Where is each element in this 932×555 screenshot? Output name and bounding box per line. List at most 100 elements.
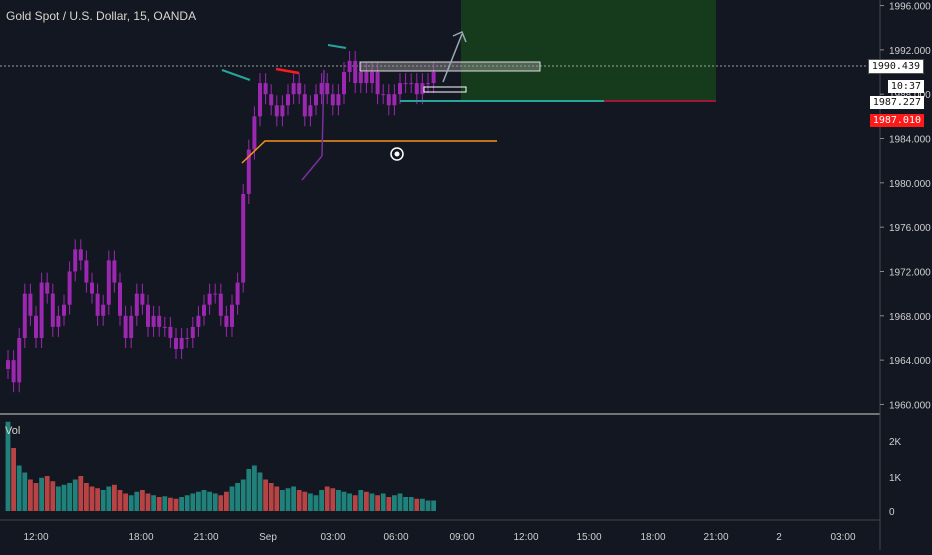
time-axis[interactable]: 12:00 18:00 21:00 Sep 03:00 06:00 09:00 12:00 15… [23, 532, 855, 543]
time-tick-label: 21:00 [703, 532, 728, 543]
volume-bar [218, 495, 224, 511]
candle-body [174, 337, 178, 350]
volume-bar [302, 491, 308, 511]
volume-bar [369, 493, 375, 511]
candle-body [39, 282, 44, 338]
volume-bar [61, 484, 67, 511]
volume-bar [324, 486, 330, 511]
candle-body [224, 315, 229, 327]
marker-teal-1[interactable] [221, 69, 251, 81]
candle-body [336, 94, 341, 106]
time-tick-label: 15:00 [576, 532, 601, 543]
trend-line-vertical[interactable] [321, 69, 325, 157]
volume-bar [229, 486, 235, 511]
price-tick-label: 1992.000 [889, 46, 931, 57]
candle-body [22, 293, 27, 338]
volume-tick-label: 2K [889, 437, 902, 448]
countdown-label: 10:37 [887, 80, 924, 93]
time-tick-label: 06:00 [383, 532, 408, 543]
candle-body [202, 304, 206, 316]
price-tick-label: 1968.000 [889, 312, 931, 323]
support-line[interactable] [241, 140, 497, 164]
volume-bar [106, 486, 112, 511]
volume-bar [319, 490, 324, 511]
volume-bar [67, 483, 72, 511]
volume-bar [224, 491, 229, 511]
volume-bar [336, 490, 341, 511]
candle-body [426, 83, 430, 85]
volume-bar [392, 495, 397, 511]
time-tick-label: 12:00 [513, 532, 538, 543]
projection-arrow[interactable] [442, 33, 463, 83]
volume-bar [291, 486, 296, 511]
volume-bar [364, 491, 369, 511]
candle-body [297, 83, 302, 95]
candle-body [118, 282, 122, 316]
volume-bar [212, 493, 218, 511]
volume-bar [117, 490, 123, 511]
candle-body [269, 94, 274, 106]
candles-group [6, 50, 436, 393]
candle-body [56, 315, 61, 327]
trend-line[interactable] [301, 155, 323, 181]
chart-title: Gold Spot / U.S. Dollar, 15, OANDA [6, 9, 197, 23]
volume-bar [308, 493, 313, 511]
volume-bar [168, 497, 173, 511]
time-tick-label: 18:00 [640, 532, 665, 543]
volume-bar [408, 497, 414, 511]
volume-bar [56, 486, 61, 511]
resistance-zone[interactable] [359, 61, 541, 72]
time-tick-label: Sep [259, 532, 277, 543]
price-tick-label: 1960.000 [889, 400, 931, 411]
price-tick-label: 1980.000 [889, 179, 931, 190]
candle-body [78, 249, 83, 261]
volume-bar [352, 495, 358, 511]
candle-body [17, 337, 22, 383]
candle-body [314, 94, 318, 106]
candle-body [67, 271, 72, 305]
candle-body [420, 83, 425, 95]
volume-bar [420, 498, 425, 511]
volume-tick-label: 0 [889, 507, 895, 518]
volume-bar [128, 495, 134, 511]
volume-bar [184, 495, 190, 511]
time-tick-label: 21:00 [193, 532, 218, 543]
volume-bar [162, 496, 168, 511]
volume-bar [296, 490, 302, 511]
entry-box[interactable] [423, 86, 467, 93]
candle-body [179, 337, 184, 350]
candle-body [151, 315, 156, 327]
price-tick-label: 1964.000 [889, 356, 931, 367]
bid-price-label: 1987.010 [869, 114, 924, 127]
candle-body [330, 94, 335, 106]
candle-body [213, 293, 218, 295]
price-axis[interactable]: 1996.000 1992.000 1988.000 1984.000 1980.000… [880, 2, 931, 412]
candle-body [370, 72, 374, 84]
candle-body [308, 105, 313, 117]
volume-bar [280, 490, 285, 511]
volume-bar [375, 495, 380, 511]
marker-teal-2[interactable] [327, 44, 347, 49]
volume-bar [179, 497, 184, 511]
volume-bar [173, 498, 179, 511]
marker-red[interactable] [275, 67, 300, 75]
candle-body [358, 72, 363, 84]
candle-body [34, 315, 38, 338]
volume-bar [313, 495, 319, 511]
volume-bar [22, 472, 28, 511]
candle-body [45, 282, 50, 294]
candle-body [129, 315, 134, 338]
candle-body [274, 105, 279, 117]
volume-bar [397, 493, 403, 511]
volume-bar [151, 495, 156, 511]
volume-axis[interactable]: 2K 1K 0 [889, 437, 902, 518]
candle-body [196, 315, 201, 327]
volume-bar [386, 497, 392, 511]
event-marker-icon[interactable] [390, 147, 404, 161]
candle-body [6, 360, 10, 369]
candle-body [291, 83, 296, 95]
candle-body [235, 282, 240, 305]
candle-body [252, 116, 257, 150]
